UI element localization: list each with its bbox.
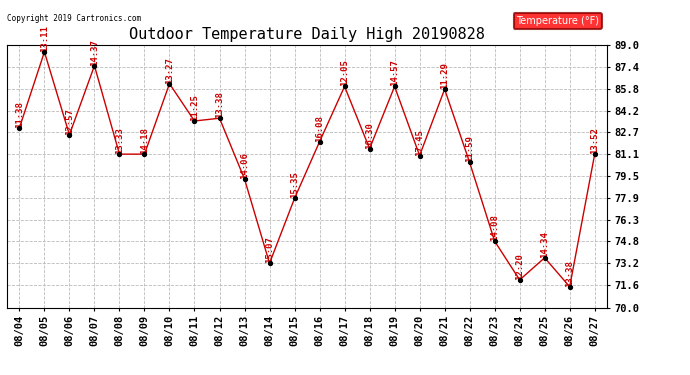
Legend: Temperature (°F): Temperature (°F)	[513, 13, 602, 29]
Text: 11:38: 11:38	[15, 101, 24, 128]
Text: 13:38: 13:38	[215, 92, 224, 118]
Point	[264, 260, 275, 266]
Text: 14:06: 14:06	[240, 152, 249, 179]
Text: 11:25: 11:25	[190, 94, 199, 121]
Point	[39, 49, 50, 55]
Point	[539, 255, 550, 261]
Text: 14:34: 14:34	[540, 231, 549, 258]
Point	[364, 146, 375, 152]
Text: 13:38: 13:38	[565, 260, 574, 287]
Text: 17:45: 17:45	[415, 129, 424, 156]
Point	[589, 151, 600, 157]
Point	[339, 84, 350, 90]
Text: 13:27: 13:27	[165, 57, 174, 84]
Point	[464, 159, 475, 165]
Point	[489, 238, 500, 244]
Point	[64, 132, 75, 138]
Point	[89, 63, 100, 69]
Text: Copyright 2019 Cartronics.com: Copyright 2019 Cartronics.com	[7, 13, 141, 22]
Title: Outdoor Temperature Daily High 20190828: Outdoor Temperature Daily High 20190828	[129, 27, 485, 42]
Text: 12:05: 12:05	[340, 60, 349, 87]
Text: 14:08: 14:08	[490, 214, 499, 241]
Point	[114, 151, 125, 157]
Text: 12:57: 12:57	[65, 108, 74, 135]
Point	[389, 84, 400, 90]
Point	[239, 176, 250, 182]
Point	[439, 86, 450, 92]
Text: 16:08: 16:08	[315, 115, 324, 142]
Point	[289, 195, 300, 201]
Point	[514, 277, 525, 283]
Text: 14:37: 14:37	[90, 39, 99, 66]
Point	[314, 139, 325, 145]
Text: 14:18: 14:18	[140, 127, 149, 154]
Text: 12:20: 12:20	[515, 253, 524, 280]
Point	[564, 284, 575, 290]
Point	[189, 118, 200, 124]
Text: 11:29: 11:29	[440, 62, 449, 89]
Text: 13:33: 13:33	[115, 127, 124, 154]
Text: 16:30: 16:30	[365, 122, 374, 148]
Point	[139, 151, 150, 157]
Text: 15:35: 15:35	[290, 171, 299, 198]
Point	[214, 115, 225, 121]
Point	[164, 81, 175, 87]
Point	[414, 153, 425, 159]
Text: 15:07: 15:07	[265, 236, 274, 263]
Text: 14:57: 14:57	[390, 60, 399, 87]
Point	[14, 125, 25, 131]
Text: 13:11: 13:11	[40, 25, 49, 52]
Text: 11:59: 11:59	[465, 135, 474, 162]
Text: 13:52: 13:52	[590, 127, 599, 154]
